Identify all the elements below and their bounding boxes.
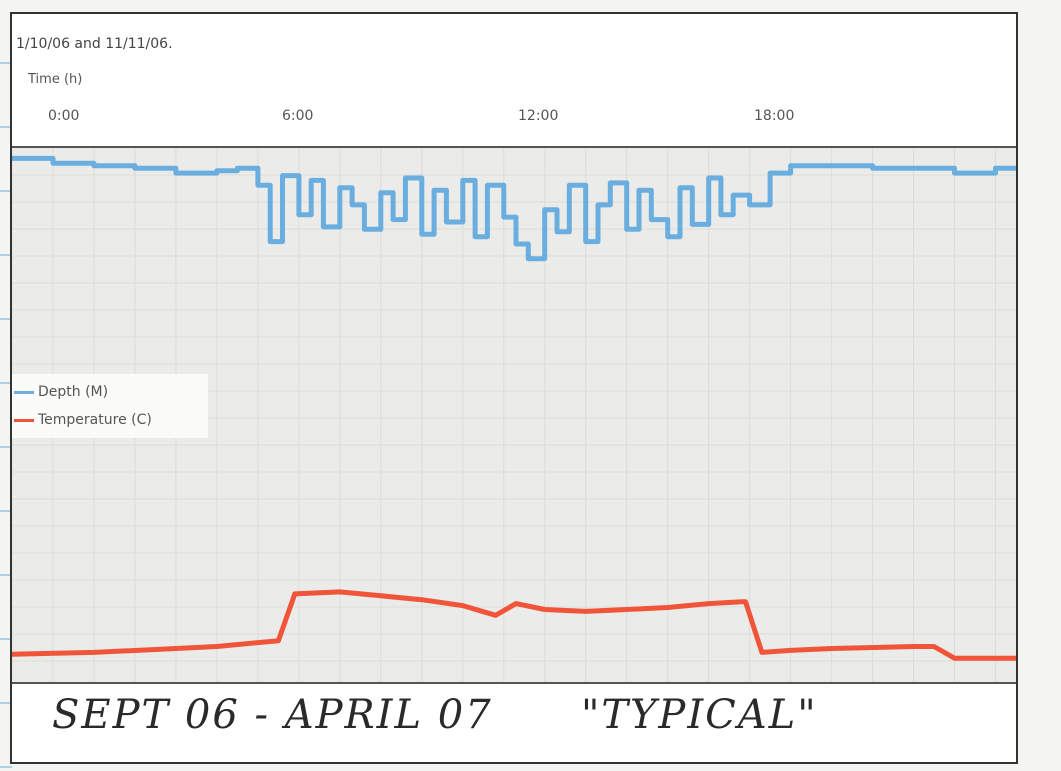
plot-area: Depth (M) Temperature (C): [12, 148, 1016, 688]
chart-subtitle: 1/10/06 and 11/11/06.: [16, 36, 173, 52]
legend-item-depth: Depth (M): [14, 384, 108, 400]
legend-swatch-depth: [14, 390, 34, 394]
chart-header: 1/10/06 and 11/11/06. Time (h) 0:00 6:00…: [12, 14, 1016, 148]
chart-frame: 1/10/06 and 11/11/06. Time (h) 0:00 6:00…: [10, 12, 1018, 764]
notebook-margin: [0, 0, 12, 771]
handwritten-note: SEPT 06 - APRIL 07 "TYPICAL": [52, 692, 818, 738]
legend-label-temperature: Temperature (C): [38, 412, 152, 428]
legend-swatch-temperature: [14, 418, 34, 422]
x-axis-title: Time (h): [28, 72, 83, 87]
x-tick-label: 12:00: [518, 108, 559, 124]
legend-item-temperature: Temperature (C): [14, 412, 152, 428]
legend-label-depth: Depth (M): [38, 384, 109, 400]
x-tick-label: 6:00: [282, 108, 314, 124]
series-line-depth: [12, 155, 1016, 262]
x-tick-label: 18:00: [754, 108, 795, 124]
series-line-temperature: [12, 589, 1016, 661]
handwritten-footer: SEPT 06 - APRIL 07 "TYPICAL": [12, 682, 1016, 762]
legend: Depth (M) Temperature (C): [12, 374, 208, 438]
x-tick-label: 0:00: [48, 108, 80, 124]
